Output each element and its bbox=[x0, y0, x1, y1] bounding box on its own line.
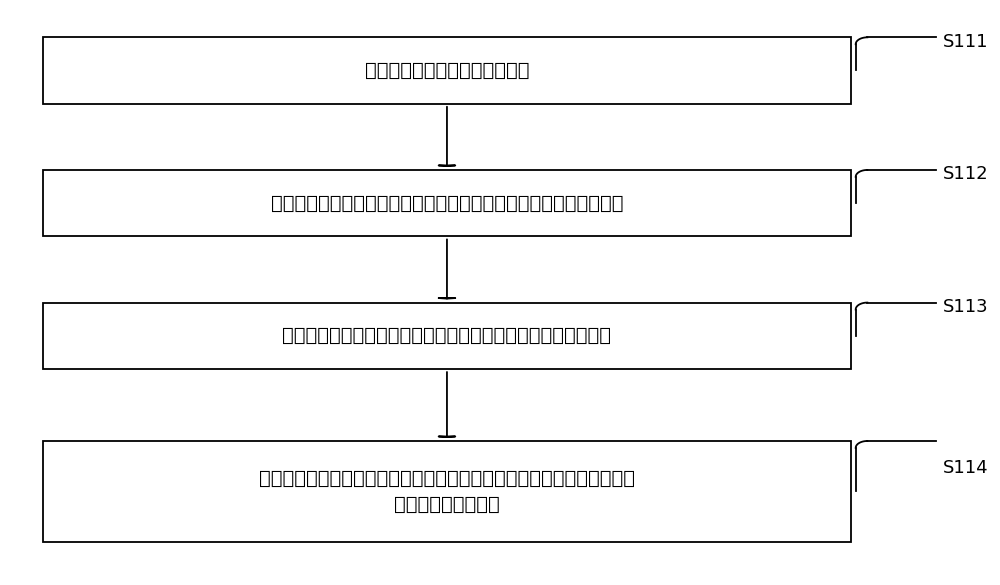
Text: S112: S112 bbox=[943, 166, 989, 183]
Text: 对所述统计结果按照设定的场景常见实时查询数据项构建相关的数据库表
，以得到个性化数据: 对所述统计结果按照设定的场景常见实时查询数据项构建相关的数据库表 ，以得到个性化… bbox=[259, 469, 635, 514]
Text: S114: S114 bbox=[943, 459, 989, 477]
Bar bbox=[43, 170, 851, 236]
Text: 按照设定规则识别所述历史外呼信息中每通对话的个性化查询数据项: 按照设定规则识别所述历史外呼信息中每通对话的个性化查询数据项 bbox=[271, 194, 623, 212]
Text: S113: S113 bbox=[943, 298, 989, 316]
Text: S111: S111 bbox=[943, 33, 989, 51]
Text: 按照业务场景记录历史外呼信息: 按照业务场景记录历史外呼信息 bbox=[365, 61, 529, 80]
Bar bbox=[43, 302, 851, 369]
Bar bbox=[43, 441, 851, 542]
Text: 对每通对话的个性化查询数据项进行归并统计，以得到统计结果: 对每通对话的个性化查询数据项进行归并统计，以得到统计结果 bbox=[282, 326, 611, 345]
Bar bbox=[43, 37, 851, 104]
